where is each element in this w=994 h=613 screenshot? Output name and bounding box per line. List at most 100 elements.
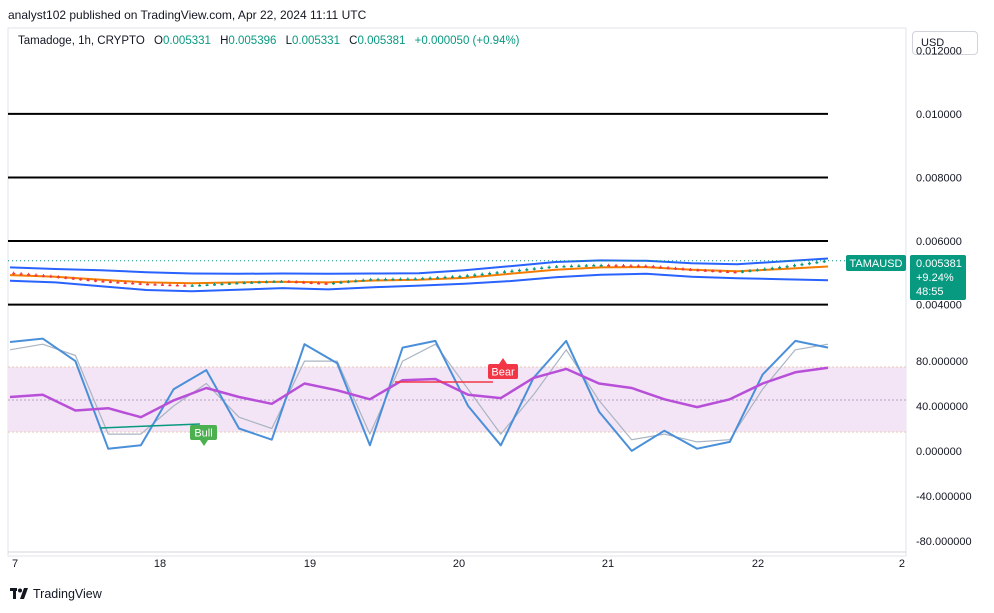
candle-body bbox=[711, 270, 715, 273]
candle-body bbox=[525, 269, 529, 271]
candle-body bbox=[146, 283, 150, 286]
candle-body bbox=[272, 281, 276, 283]
candle-body bbox=[413, 278, 417, 281]
candle-body bbox=[190, 285, 194, 287]
stochastic_d-line bbox=[9, 343, 829, 443]
bull-divergence-line bbox=[99, 423, 201, 429]
candle-body bbox=[302, 282, 306, 284]
horizontal-levels bbox=[8, 112, 828, 306]
oscillator-tick-label: 40.000000 bbox=[916, 401, 968, 413]
price-tick-label: 0.004000 bbox=[916, 300, 962, 312]
price-tick-label: 0.008000 bbox=[916, 172, 962, 184]
candle-body bbox=[421, 278, 425, 280]
candle-body bbox=[726, 271, 730, 273]
candle-body bbox=[800, 263, 804, 266]
bar-countdown: 48:55 bbox=[916, 286, 944, 298]
candle-body bbox=[354, 280, 358, 283]
candle-body bbox=[331, 282, 335, 285]
symbol-header: Tamadoge, 1h, CRYPTO O0.005331 H0.005396… bbox=[18, 35, 520, 47]
bull-signal[interactable]: Bull bbox=[190, 425, 217, 446]
candle-body bbox=[703, 270, 707, 272]
candle-body bbox=[495, 272, 499, 274]
candle-body bbox=[160, 284, 164, 286]
candle-body bbox=[681, 268, 685, 271]
candle-body bbox=[569, 265, 573, 268]
oscillator-tick-label: -40.000000 bbox=[916, 491, 972, 503]
candle-body bbox=[235, 282, 239, 285]
candle-body bbox=[770, 267, 774, 270]
candle-body bbox=[324, 283, 328, 285]
candle-body bbox=[257, 281, 261, 284]
candle-body bbox=[242, 282, 246, 285]
oscillator-axis-ticks: 80.000000 40.000000 0.000000 -40.000000 -80.… bbox=[916, 356, 972, 548]
price-tick-label: 0.006000 bbox=[916, 236, 962, 248]
candle-body bbox=[346, 281, 350, 283]
time-tick-label: 19 bbox=[304, 558, 316, 570]
candle-body bbox=[517, 269, 521, 272]
candle-body bbox=[34, 274, 38, 277]
candle-body bbox=[398, 278, 402, 281]
price-tick-label: 0.010000 bbox=[916, 109, 962, 121]
currency-selector[interactable]: USD bbox=[912, 31, 978, 55]
candle-body bbox=[443, 276, 447, 279]
last-price-badge: TAMAUSD 0.005381 +9.24% 48:55 bbox=[846, 255, 966, 300]
time-tick-label: 2 bbox=[899, 558, 905, 570]
candle-body bbox=[562, 266, 566, 268]
bull-label: Bull bbox=[194, 428, 212, 440]
stochastic_k-line bbox=[9, 337, 829, 452]
candle-body bbox=[168, 284, 172, 287]
high-value: 0.005396 bbox=[228, 35, 277, 47]
time-tick-label: 21 bbox=[602, 558, 614, 570]
candle-body bbox=[480, 273, 484, 276]
chart-frame bbox=[7, 27, 907, 557]
open-value: 0.005331 bbox=[162, 35, 211, 47]
candle-body bbox=[220, 283, 224, 286]
candle-body bbox=[666, 267, 670, 269]
candle-body bbox=[718, 271, 722, 273]
candle-body bbox=[183, 285, 187, 287]
candle-body bbox=[577, 265, 581, 268]
candle-body bbox=[793, 264, 797, 267]
candle-body bbox=[250, 282, 254, 284]
candle-body bbox=[473, 274, 477, 277]
candle-body bbox=[547, 266, 551, 269]
time-tick-label: 7 bbox=[12, 558, 18, 570]
oscillator-tick-label: 0.000000 bbox=[916, 446, 962, 458]
time-tick-label: 18 bbox=[154, 558, 166, 570]
candle-body bbox=[279, 281, 283, 283]
candle-body bbox=[636, 265, 640, 268]
candle-body bbox=[391, 278, 395, 281]
price-axis-ticks: 0.012000 0.010000 0.008000 0.006000 0.004000 bbox=[916, 45, 962, 311]
price-tick-label: 0.012000 bbox=[916, 45, 962, 57]
ticker-label: TAMAUSD bbox=[850, 258, 903, 270]
candle-body bbox=[79, 278, 83, 281]
rsi-line bbox=[9, 366, 829, 419]
candle-body bbox=[488, 272, 492, 275]
candle-body bbox=[688, 269, 692, 271]
candle-body bbox=[406, 278, 410, 281]
candle-body bbox=[755, 269, 759, 272]
candle-body bbox=[361, 279, 365, 282]
candle-body bbox=[175, 284, 179, 287]
candle-body bbox=[450, 276, 454, 278]
candle-body bbox=[592, 265, 596, 267]
candle-body bbox=[101, 280, 105, 283]
candle-body bbox=[815, 261, 819, 264]
candle-body bbox=[428, 277, 432, 280]
candle-body bbox=[674, 267, 678, 270]
candle-body bbox=[205, 284, 209, 286]
change-value: +0.000050 (+0.94%) bbox=[414, 35, 520, 47]
time-tick-label: 20 bbox=[453, 558, 465, 570]
symbol-name[interactable]: Tamadoge, 1h, CRYPTO bbox=[18, 35, 145, 47]
candle-body bbox=[822, 260, 826, 263]
candle-body bbox=[629, 265, 633, 267]
bear-signal[interactable]: Bear bbox=[488, 358, 518, 379]
candle-body bbox=[465, 275, 469, 277]
candle-body bbox=[287, 281, 291, 283]
candle-body bbox=[213, 284, 216, 286]
low-label: L bbox=[285, 35, 292, 47]
footer-brand: TradingView bbox=[33, 587, 102, 601]
candle-body bbox=[294, 281, 298, 284]
high-label: H bbox=[220, 35, 229, 47]
